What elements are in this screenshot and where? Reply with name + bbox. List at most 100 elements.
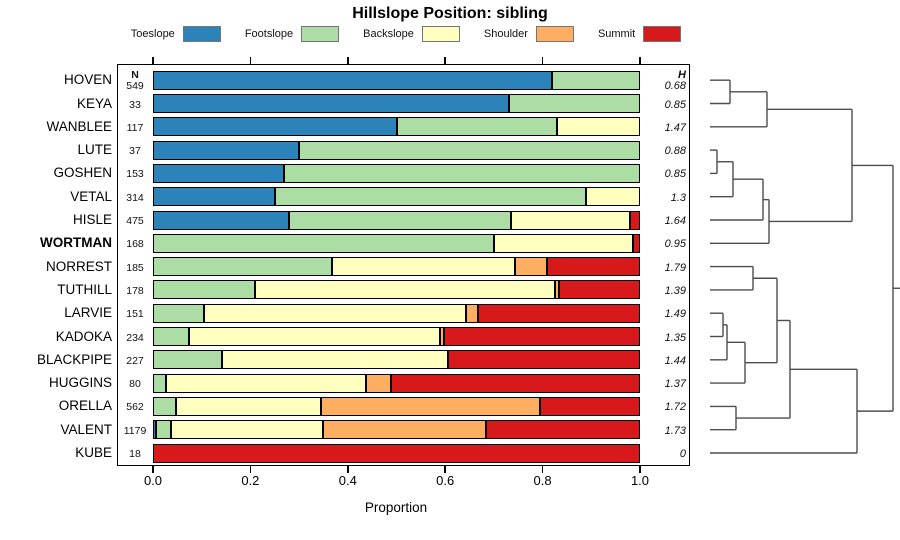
n-value: 1179 <box>123 424 147 437</box>
legend-swatch-icon <box>421 26 460 42</box>
bar-segment-summit <box>444 327 640 346</box>
bar-segment-footslope <box>153 280 256 300</box>
row-label-lute: LUTE <box>77 142 112 158</box>
bottom-tick <box>249 466 252 473</box>
n-value: 562 <box>126 401 144 414</box>
n-value: 37 <box>129 145 141 158</box>
bar-segment-backslope <box>557 117 640 137</box>
bar-segment-summit <box>391 373 640 393</box>
n-value: 168 <box>126 238 144 251</box>
bar-segment-shoulder <box>465 303 479 323</box>
bar-segment-backslope <box>586 187 640 207</box>
bar-segment-backslope <box>332 257 515 277</box>
h-value: H 0.68 <box>664 68 686 92</box>
bar-segment-backslope <box>221 350 448 370</box>
bar-row <box>153 117 640 137</box>
legend-swatch-icon <box>182 26 221 42</box>
x-tick-label: 0.6 <box>436 473 455 488</box>
bottom-tick <box>444 466 446 473</box>
bar-segment-footslope <box>153 303 205 323</box>
bar-row <box>153 443 640 463</box>
row-label-valent: VALENT <box>60 421 112 437</box>
row-label-tuthill: TUTHILL <box>57 281 112 297</box>
bar-row <box>153 420 640 440</box>
x-tick-label: 1.0 <box>630 473 650 488</box>
h-value: 0.88 <box>664 145 686 158</box>
bar-segment-toeslope <box>153 420 156 440</box>
x-tick-label: 0.0 <box>143 473 163 488</box>
bar-row <box>153 140 640 160</box>
bar-row <box>153 210 640 230</box>
h-value: 1.49 <box>664 308 686 321</box>
bottom-tick <box>347 466 349 473</box>
bar-row <box>153 163 640 183</box>
bar-segment-toeslope <box>153 70 553 90</box>
h-column-header: H <box>678 68 686 81</box>
bar-row <box>153 350 640 370</box>
row-label-kadoka: KADOKA <box>55 328 112 344</box>
top-tick <box>541 56 544 64</box>
h-value: 1.39 <box>664 284 686 297</box>
legend-swatch-icon <box>301 26 340 42</box>
h-value: 1.64 <box>664 215 686 227</box>
n-value: 185 <box>126 261 144 274</box>
legend-item-shoulder: Shoulder <box>484 26 574 42</box>
bar-segment-summit <box>547 257 640 277</box>
n-column-header: N <box>131 68 139 81</box>
x-tick-label: 0.8 <box>533 473 552 488</box>
bar-segment-toeslope <box>153 210 290 230</box>
bar-row <box>153 303 640 323</box>
bottom-tick <box>541 466 544 473</box>
legend-label: Summit <box>597 28 636 40</box>
chart-title: Hillslope Position: sibling <box>352 5 548 22</box>
bar-segment-shoulder <box>366 373 392 393</box>
row-label-goshen: GOSHEN <box>53 165 112 181</box>
h-value: 0.85 <box>664 98 686 111</box>
bottom-tick <box>639 466 641 473</box>
bar-row <box>153 327 640 346</box>
n-value: 475 <box>126 215 144 227</box>
bar-segment-summit <box>447 350 640 370</box>
h-value: 1.44 <box>664 354 686 367</box>
row-label-huggins: HUGGINS <box>48 375 112 391</box>
bar-segment-toeslope <box>153 187 275 207</box>
bar-segment-shoulder <box>320 396 541 416</box>
legend-label: Shoulder <box>483 28 528 40</box>
bar-segment-footslope <box>155 420 172 440</box>
bar-segment-footslope <box>508 94 640 113</box>
bar-segment-backslope <box>204 303 466 323</box>
bar-segment-backslope <box>188 327 440 346</box>
bar-row <box>153 233 640 253</box>
bar-segment-footslope <box>289 210 511 230</box>
bar-row <box>153 257 640 277</box>
n-value: N 549 <box>126 68 144 92</box>
n-value: 227 <box>126 354 144 367</box>
legend: Toeslope Footslope Backslope Shoulder Summit <box>0 25 812 43</box>
bar-segment-footslope <box>153 257 333 277</box>
h-value: 0.85 <box>664 168 686 181</box>
bar-segment-footslope <box>153 233 494 253</box>
n-value: 117 <box>126 121 144 134</box>
row-label-blackpipe: BLACKPIPE <box>36 351 112 367</box>
legend-label: Backslope <box>363 28 414 40</box>
bar-segment-summit <box>540 396 640 416</box>
n-value: 80 <box>129 378 141 391</box>
bar-segment-footslope <box>396 117 558 137</box>
h-value: 1.35 <box>664 331 686 344</box>
legend-item-toeslope: Toeslope <box>131 26 221 42</box>
row-label-hisle: HISLE <box>72 212 112 227</box>
bar-row <box>153 373 640 393</box>
bar-segment-shoulder <box>439 327 445 346</box>
bar-segment-shoulder <box>323 420 487 440</box>
legend-swatch-icon <box>535 26 574 42</box>
top-tick <box>152 56 154 64</box>
bar-segment-footslope <box>284 163 640 183</box>
bar-segment-summit <box>558 280 640 300</box>
bar-segment-summit <box>632 233 640 253</box>
n-value: 234 <box>126 331 144 344</box>
bar-segment-toeslope <box>153 163 285 183</box>
bar-row <box>153 70 640 90</box>
bar-row <box>153 94 640 113</box>
bar-row <box>153 187 640 207</box>
